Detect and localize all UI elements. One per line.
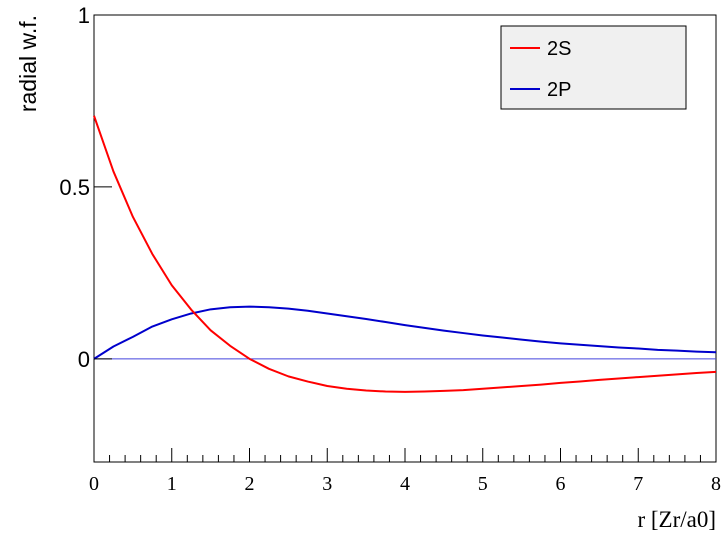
series-line-2p — [93, 305, 717, 360]
x-tick-label: 1 — [167, 473, 177, 495]
series-layer — [93, 115, 717, 393]
x-tick-label: 0 — [89, 473, 99, 495]
x-tick-label: 4 — [400, 473, 410, 495]
x-tick-label: 7 — [633, 473, 643, 495]
legend-label-2s: 2S — [547, 38, 571, 60]
x-tick-label: 5 — [478, 473, 488, 495]
y-tick-label: 0.5 — [59, 175, 90, 200]
legend-label-2p: 2P — [547, 79, 571, 101]
series-line-2s — [93, 115, 717, 393]
y-tick-label: 0 — [78, 347, 90, 372]
x-tick-label: 2 — [245, 473, 255, 495]
x-tick-label: 8 — [711, 473, 721, 495]
x-axis-label: r [Zr/a0] — [637, 507, 716, 532]
y-axis-label: radial w.f. — [15, 15, 41, 112]
legend: 2S 2P — [500, 25, 687, 110]
legend-box — [500, 25, 687, 110]
y-tick-label: 1 — [78, 3, 90, 28]
x-axis-ticks: 0 1 2 3 4 5 6 7 8 — [89, 448, 721, 495]
y-axis-ticks: 00.51 — [59, 3, 112, 372]
x-tick-label: 6 — [556, 473, 566, 495]
x-tick-label: 3 — [322, 473, 332, 495]
